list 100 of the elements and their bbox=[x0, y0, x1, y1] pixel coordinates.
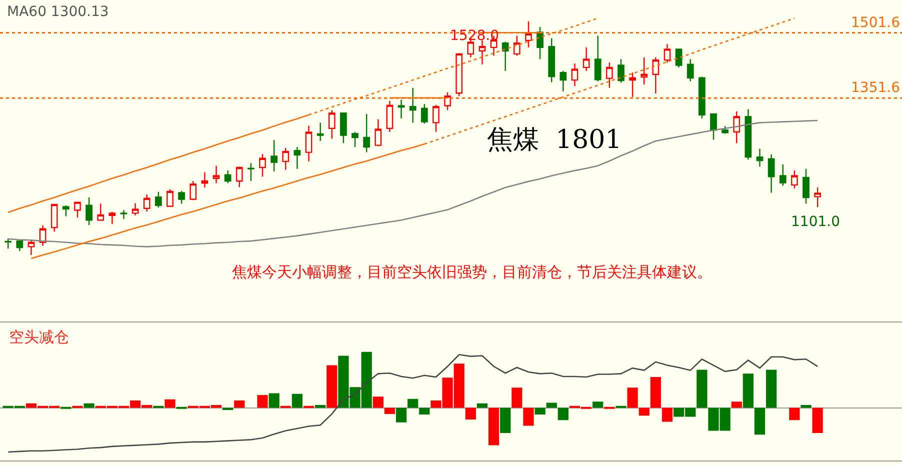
annotation: 焦煤今天小幅调整，目前空头依旧强势，目前清仓，节后关注具体建议。 bbox=[232, 263, 712, 281]
bar bbox=[234, 400, 245, 408]
candlestick bbox=[802, 168, 810, 204]
bar bbox=[766, 370, 777, 408]
annotation: 1101.0 bbox=[791, 214, 840, 230]
bar bbox=[800, 405, 812, 408]
bar bbox=[592, 402, 604, 408]
candlestick bbox=[733, 110, 740, 144]
candlestick bbox=[478, 40, 486, 65]
candlestick bbox=[62, 204, 70, 217]
bar bbox=[419, 408, 430, 415]
bar bbox=[627, 388, 638, 408]
candlestick bbox=[212, 165, 220, 184]
bar bbox=[476, 403, 488, 408]
candlestick bbox=[502, 41, 509, 72]
bar bbox=[546, 402, 557, 408]
candlestick bbox=[352, 131, 358, 148]
candlestick bbox=[236, 166, 243, 188]
bar bbox=[662, 408, 673, 422]
candlestick bbox=[282, 147, 290, 170]
candlestick bbox=[814, 186, 822, 208]
bar bbox=[408, 398, 418, 408]
bar bbox=[257, 394, 268, 408]
candlestick bbox=[178, 190, 185, 204]
candlestick bbox=[571, 62, 578, 87]
bar bbox=[731, 402, 742, 408]
candlestick bbox=[606, 62, 613, 88]
candlestick bbox=[456, 52, 463, 97]
candlestick bbox=[582, 46, 590, 72]
candlestick bbox=[50, 204, 58, 232]
ref-line-label: 1501.6 bbox=[851, 15, 900, 31]
candlestick bbox=[513, 35, 520, 56]
candlestick bbox=[652, 56, 660, 94]
candlestick bbox=[270, 140, 278, 172]
bar bbox=[742, 374, 754, 408]
bar bbox=[558, 408, 568, 420]
bar bbox=[292, 394, 303, 408]
bar bbox=[650, 377, 661, 408]
candlestick bbox=[16, 240, 24, 252]
bar bbox=[696, 370, 708, 408]
candlestick bbox=[710, 113, 717, 140]
candlestick bbox=[97, 203, 104, 222]
candlestick bbox=[28, 240, 35, 256]
candlestick bbox=[305, 125, 312, 162]
candlestick bbox=[409, 87, 416, 124]
ref-line-label: 1351.6 bbox=[851, 80, 900, 96]
candlestick bbox=[190, 180, 197, 201]
candlestick bbox=[686, 58, 694, 82]
candlestick bbox=[640, 56, 648, 86]
candlestick bbox=[629, 72, 636, 98]
candlestick bbox=[548, 38, 556, 83]
candlestick bbox=[560, 70, 567, 92]
bar bbox=[164, 399, 176, 408]
candlestick bbox=[618, 58, 624, 84]
candlestick bbox=[432, 104, 440, 132]
bar bbox=[465, 408, 476, 420]
candlestick bbox=[756, 148, 764, 168]
candlestick bbox=[86, 196, 92, 226]
annotation: 焦煤 1801 bbox=[487, 125, 622, 155]
candlestick bbox=[328, 109, 336, 140]
candlestick bbox=[132, 202, 139, 216]
candlestick bbox=[224, 170, 232, 184]
bar bbox=[315, 405, 326, 408]
annotation: MA60 1300.13 bbox=[7, 4, 109, 20]
candlestick bbox=[363, 113, 370, 153]
candlestick bbox=[675, 48, 682, 68]
bar bbox=[326, 365, 338, 408]
bar bbox=[488, 408, 500, 446]
candlestick bbox=[108, 211, 116, 225]
bar bbox=[512, 388, 522, 408]
candlestick bbox=[779, 164, 786, 186]
candlestick bbox=[698, 76, 706, 119]
bar bbox=[268, 393, 280, 408]
candlestick bbox=[744, 108, 752, 160]
candlestick bbox=[374, 118, 382, 147]
bar bbox=[523, 408, 534, 426]
candlestick bbox=[664, 43, 671, 64]
bar bbox=[384, 408, 396, 414]
candlestick bbox=[386, 100, 394, 132]
bar bbox=[534, 408, 546, 415]
candlestick bbox=[201, 172, 208, 188]
candlestick bbox=[594, 35, 602, 82]
annotation: 1528.0 bbox=[450, 28, 499, 44]
bar bbox=[812, 408, 823, 433]
candlestick bbox=[791, 170, 798, 189]
candlestick bbox=[294, 146, 301, 170]
candlestick bbox=[316, 122, 324, 142]
candlestick bbox=[248, 162, 254, 182]
candlestick bbox=[340, 112, 347, 144]
bar bbox=[396, 408, 407, 422]
candlestick bbox=[420, 103, 428, 124]
bar bbox=[754, 408, 766, 435]
chart-title: 空头减仓 bbox=[9, 328, 69, 346]
candlestick bbox=[398, 99, 405, 119]
candlestick bbox=[120, 210, 128, 220]
candlestick bbox=[74, 202, 81, 218]
candlestick bbox=[143, 194, 150, 212]
bar bbox=[500, 408, 511, 433]
bar bbox=[789, 408, 800, 420]
candlestick bbox=[444, 92, 451, 111]
